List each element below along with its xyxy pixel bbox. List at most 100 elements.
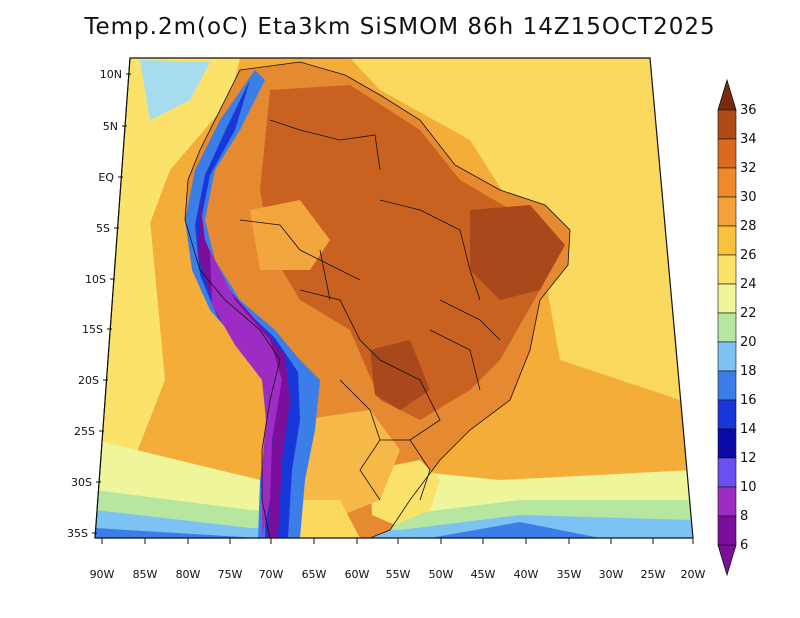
south-ocean-blue-2 bbox=[430, 522, 600, 538]
lon-label-60w: 60W bbox=[345, 568, 370, 581]
atlantic-warm-band bbox=[350, 58, 680, 400]
colorbar-segment bbox=[717, 138, 737, 169]
lat-tick: 5S bbox=[96, 222, 119, 235]
lat-tick: 30S bbox=[71, 476, 101, 489]
colorbar-label: 18 bbox=[740, 364, 757, 379]
lat-label-5s: 5S bbox=[96, 222, 110, 235]
lon-tick: 30W bbox=[599, 538, 624, 581]
colorbar-label: 8 bbox=[740, 509, 748, 524]
lon-label-75w: 75W bbox=[218, 568, 243, 581]
andes-cold-accent bbox=[210, 250, 282, 538]
colorbar-segment bbox=[717, 341, 737, 372]
amazon-warm-patch bbox=[250, 200, 330, 270]
lon-label-80w: 80W bbox=[176, 568, 201, 581]
lon-label-45w: 45W bbox=[471, 568, 496, 581]
colorbar-segment bbox=[717, 312, 737, 343]
northeast-hot-core bbox=[470, 205, 565, 300]
lon-tick: 20W bbox=[681, 538, 706, 581]
colorbar-top-arrow bbox=[717, 78, 737, 111]
lon-tick: 35W bbox=[557, 538, 582, 581]
northern-hot-core bbox=[260, 85, 555, 420]
colorbar-segment bbox=[717, 399, 737, 430]
lon-label-65w: 65W bbox=[302, 568, 327, 581]
lon-label-55w: 55W bbox=[386, 568, 411, 581]
latitude-axis: 10N 5N EQ 5S 10S 15S 20S 25S 30S 35S bbox=[67, 57, 131, 540]
southern-cone-warm bbox=[285, 410, 400, 520]
colorbar-label: 36 bbox=[740, 103, 757, 118]
colorbar-label: 24 bbox=[740, 277, 757, 292]
colorbar-label: 16 bbox=[740, 393, 757, 408]
lon-tick: 80W bbox=[176, 538, 201, 581]
colorbar-segment bbox=[717, 370, 737, 401]
lat-label-eq: EQ bbox=[98, 171, 114, 184]
north-pacific-cool bbox=[140, 60, 210, 120]
lon-tick: 90W bbox=[90, 538, 115, 581]
north-pacific-strip bbox=[110, 58, 240, 260]
lon-label-90w: 90W bbox=[90, 568, 115, 581]
lon-tick: 75W bbox=[218, 538, 243, 581]
lon-tick: 85W bbox=[133, 538, 158, 581]
lat-tick: 5N bbox=[103, 120, 127, 133]
lat-tick: 35S bbox=[67, 527, 97, 540]
country-borders bbox=[184, 61, 571, 538]
colorbar-label: 20 bbox=[740, 335, 757, 350]
lon-tick: 70W bbox=[259, 538, 284, 581]
colorbar-label: 14 bbox=[740, 422, 757, 437]
colorbar-label: 34 bbox=[740, 132, 757, 147]
lon-label-40w: 40W bbox=[514, 568, 539, 581]
lon-label-70w: 70W bbox=[259, 568, 284, 581]
lon-tick: 60W bbox=[345, 538, 370, 581]
colorbar-segment bbox=[717, 428, 737, 459]
lat-tick: 15S bbox=[82, 323, 112, 336]
colorbar-segment bbox=[717, 283, 737, 314]
lat-label-25s: 25S bbox=[74, 425, 95, 438]
south-ocean-blue bbox=[95, 528, 260, 538]
lat-label-5n: 5N bbox=[103, 120, 118, 133]
colorbar-label: 10 bbox=[740, 480, 757, 495]
lon-tick: 45W bbox=[471, 538, 496, 581]
lon-label-30w: 30W bbox=[599, 568, 624, 581]
lon-label-25w: 25W bbox=[641, 568, 666, 581]
central-hot-core bbox=[370, 340, 430, 410]
lat-label-30s: 30S bbox=[71, 476, 92, 489]
lat-label-15s: 15S bbox=[82, 323, 103, 336]
lat-tick: 10N bbox=[100, 68, 131, 81]
colorbar-segment bbox=[717, 167, 737, 198]
lon-tick: 25W bbox=[641, 538, 666, 581]
colorbar-segment bbox=[717, 196, 737, 227]
colorbar-label: 28 bbox=[740, 219, 757, 234]
lat-tick: EQ bbox=[98, 171, 123, 184]
lon-label-20w: 20W bbox=[681, 568, 706, 581]
lat-tick: 20S bbox=[78, 374, 108, 387]
lat-tick: 10S bbox=[85, 273, 115, 286]
lon-tick: 65W bbox=[302, 538, 327, 581]
lon-tick: 40W bbox=[514, 538, 539, 581]
colorbar-label: 12 bbox=[740, 451, 757, 466]
lon-tick: 50W bbox=[429, 538, 454, 581]
colorbar-label: 22 bbox=[740, 306, 757, 321]
lat-label-10s: 10S bbox=[85, 273, 106, 286]
colorbar-label: 6 bbox=[740, 538, 748, 553]
lat-tick: 25S bbox=[74, 425, 104, 438]
colorbar-segment bbox=[717, 254, 737, 285]
lon-label-50w: 50W bbox=[429, 568, 454, 581]
lon-label-35w: 35W bbox=[557, 568, 582, 581]
lat-label-10n: 10N bbox=[100, 68, 122, 81]
colorbar-segment bbox=[717, 457, 737, 488]
colorbar-segment bbox=[717, 109, 737, 140]
colorbar-segment bbox=[717, 486, 737, 517]
colorbar-segment bbox=[717, 225, 737, 256]
longitude-axis: 90W 85W 80W 75W 70W 65W 60W 55W 50W 45W … bbox=[90, 538, 706, 581]
lat-label-20s: 20S bbox=[78, 374, 99, 387]
colorbar-label: 26 bbox=[740, 248, 757, 263]
lon-tick: 55W bbox=[386, 538, 411, 581]
lon-label-85w: 85W bbox=[133, 568, 158, 581]
map-title: Temp.2m(oC) Eta3km SiSMOM 86h 14Z15OCT20… bbox=[84, 14, 716, 40]
lat-label-35s: 35S bbox=[67, 527, 88, 540]
map-area bbox=[94, 57, 694, 539]
colorbar-label: 30 bbox=[740, 190, 757, 205]
colorbar-label: 32 bbox=[740, 161, 757, 176]
colorbar-bottom-arrow bbox=[717, 544, 737, 577]
colorbar-segment bbox=[717, 515, 737, 546]
